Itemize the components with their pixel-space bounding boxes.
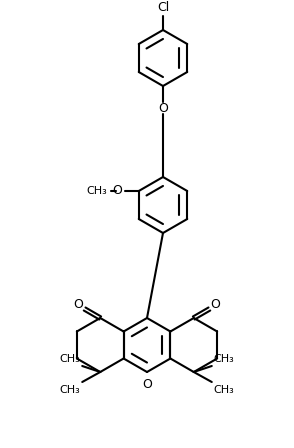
Text: O: O <box>211 298 220 311</box>
Text: Cl: Cl <box>157 1 169 14</box>
Text: O: O <box>158 102 168 115</box>
Text: O: O <box>74 298 83 311</box>
Text: CH₃: CH₃ <box>59 354 80 364</box>
Text: CH₃: CH₃ <box>86 186 107 196</box>
Text: CH₃: CH₃ <box>59 385 80 395</box>
Text: O: O <box>142 378 152 391</box>
Text: O: O <box>112 185 122 198</box>
Text: CH₃: CH₃ <box>214 354 235 364</box>
Text: CH₃: CH₃ <box>214 385 235 395</box>
